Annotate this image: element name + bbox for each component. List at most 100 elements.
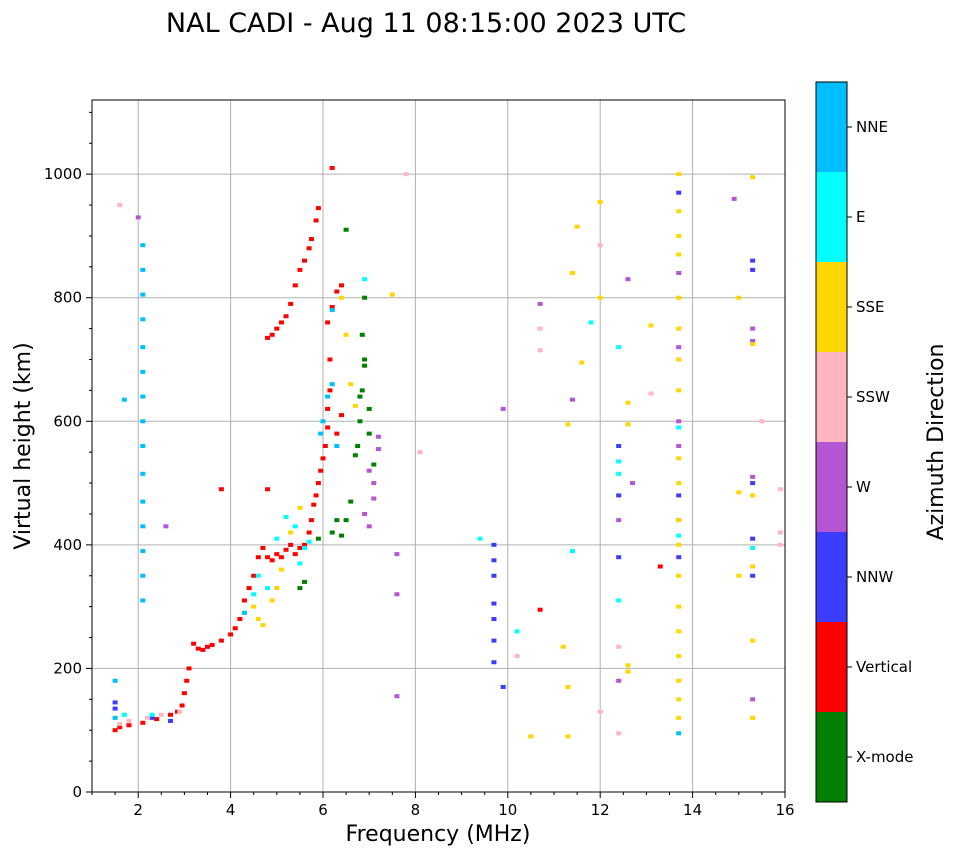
data-point [186,666,192,671]
data-point [352,403,358,408]
data-point [184,678,190,683]
data-point [514,629,520,634]
data-point [371,462,377,467]
data-point [565,734,571,739]
data-point [315,206,321,211]
data-points [112,165,783,739]
colorbar-segment [816,622,847,712]
data-point [126,723,132,728]
data-point [218,487,224,492]
data-point [569,397,575,402]
data-point [657,564,663,569]
data-point [750,342,756,347]
data-point [750,175,756,180]
data-point [366,524,372,529]
data-point [676,388,682,393]
data-point [366,468,372,473]
data-point [306,530,312,535]
data-point [616,678,622,683]
data-point [750,338,756,343]
data-point [246,586,252,591]
data-point [140,444,146,448]
data-point [306,246,312,251]
colorbar-segment [816,712,847,802]
data-point [477,536,483,541]
data-point [676,271,682,275]
data-point [491,601,497,606]
data-point [338,295,344,300]
data-point [616,598,622,603]
data-point [297,586,303,591]
data-point [352,453,358,458]
data-point [334,289,340,294]
data-point [676,326,682,331]
colorbar-tick-label: X-mode [856,748,913,766]
data-point [140,573,146,578]
y-axis-label: Virtual height (km) [11,342,36,549]
data-point [274,586,280,591]
data-point [334,518,340,523]
data-point [514,654,520,659]
data-point [750,326,756,331]
data-point [491,558,497,563]
data-point [676,533,682,538]
y-tick-label: 0 [72,783,82,801]
data-point [348,382,354,387]
data-point [676,654,682,659]
data-point [255,555,261,560]
data-point [750,474,756,479]
data-point [676,481,682,486]
data-point [491,617,497,621]
data-point [750,493,756,498]
data-point [297,505,303,510]
data-point [255,573,261,578]
data-point [315,481,321,486]
colorbar-tick-label: SSW [856,388,890,406]
data-point [313,218,319,223]
data-point [736,490,742,495]
data-point [179,703,185,708]
data-point [676,357,682,362]
data-point [112,706,118,711]
colorbar-tick-label: W [856,478,871,496]
data-point [736,295,742,300]
data-point [325,320,331,325]
data-point [348,499,354,504]
data-point [269,558,275,563]
data-point [676,629,682,634]
data-point [616,345,622,350]
data-point [676,697,682,702]
data-point [394,552,400,557]
colorbar-segment [816,262,847,352]
data-point [676,419,682,424]
data-point [343,227,349,232]
data-point [375,447,381,452]
data-point [343,518,349,523]
data-point [565,422,571,427]
data-point [140,720,146,725]
data-point [676,493,682,498]
data-point [121,397,127,402]
colorbar: X-mode Vertical NNW W SSW SSE E NNE [815,81,913,803]
data-point [394,592,400,597]
data-point [318,468,324,473]
data-point [491,573,497,578]
data-point [327,357,333,362]
series-x-mode [297,227,377,591]
data-point [140,267,146,272]
x-tick-label: 8 [411,801,421,819]
x-axis: 2 4 6 8 10 12 14 16 [91,792,795,819]
x-tick-label: 16 [775,801,794,819]
colorbar-tick-label: SSE [856,298,885,316]
data-point [241,610,247,615]
data-point [135,215,141,220]
colorbar-tick-label: NNE [856,118,888,136]
data-point [676,678,682,683]
data-point [302,545,308,550]
data-point [676,425,682,430]
data-point [140,394,146,399]
data-point [251,604,257,609]
data-point [237,617,243,621]
data-point [292,552,298,557]
